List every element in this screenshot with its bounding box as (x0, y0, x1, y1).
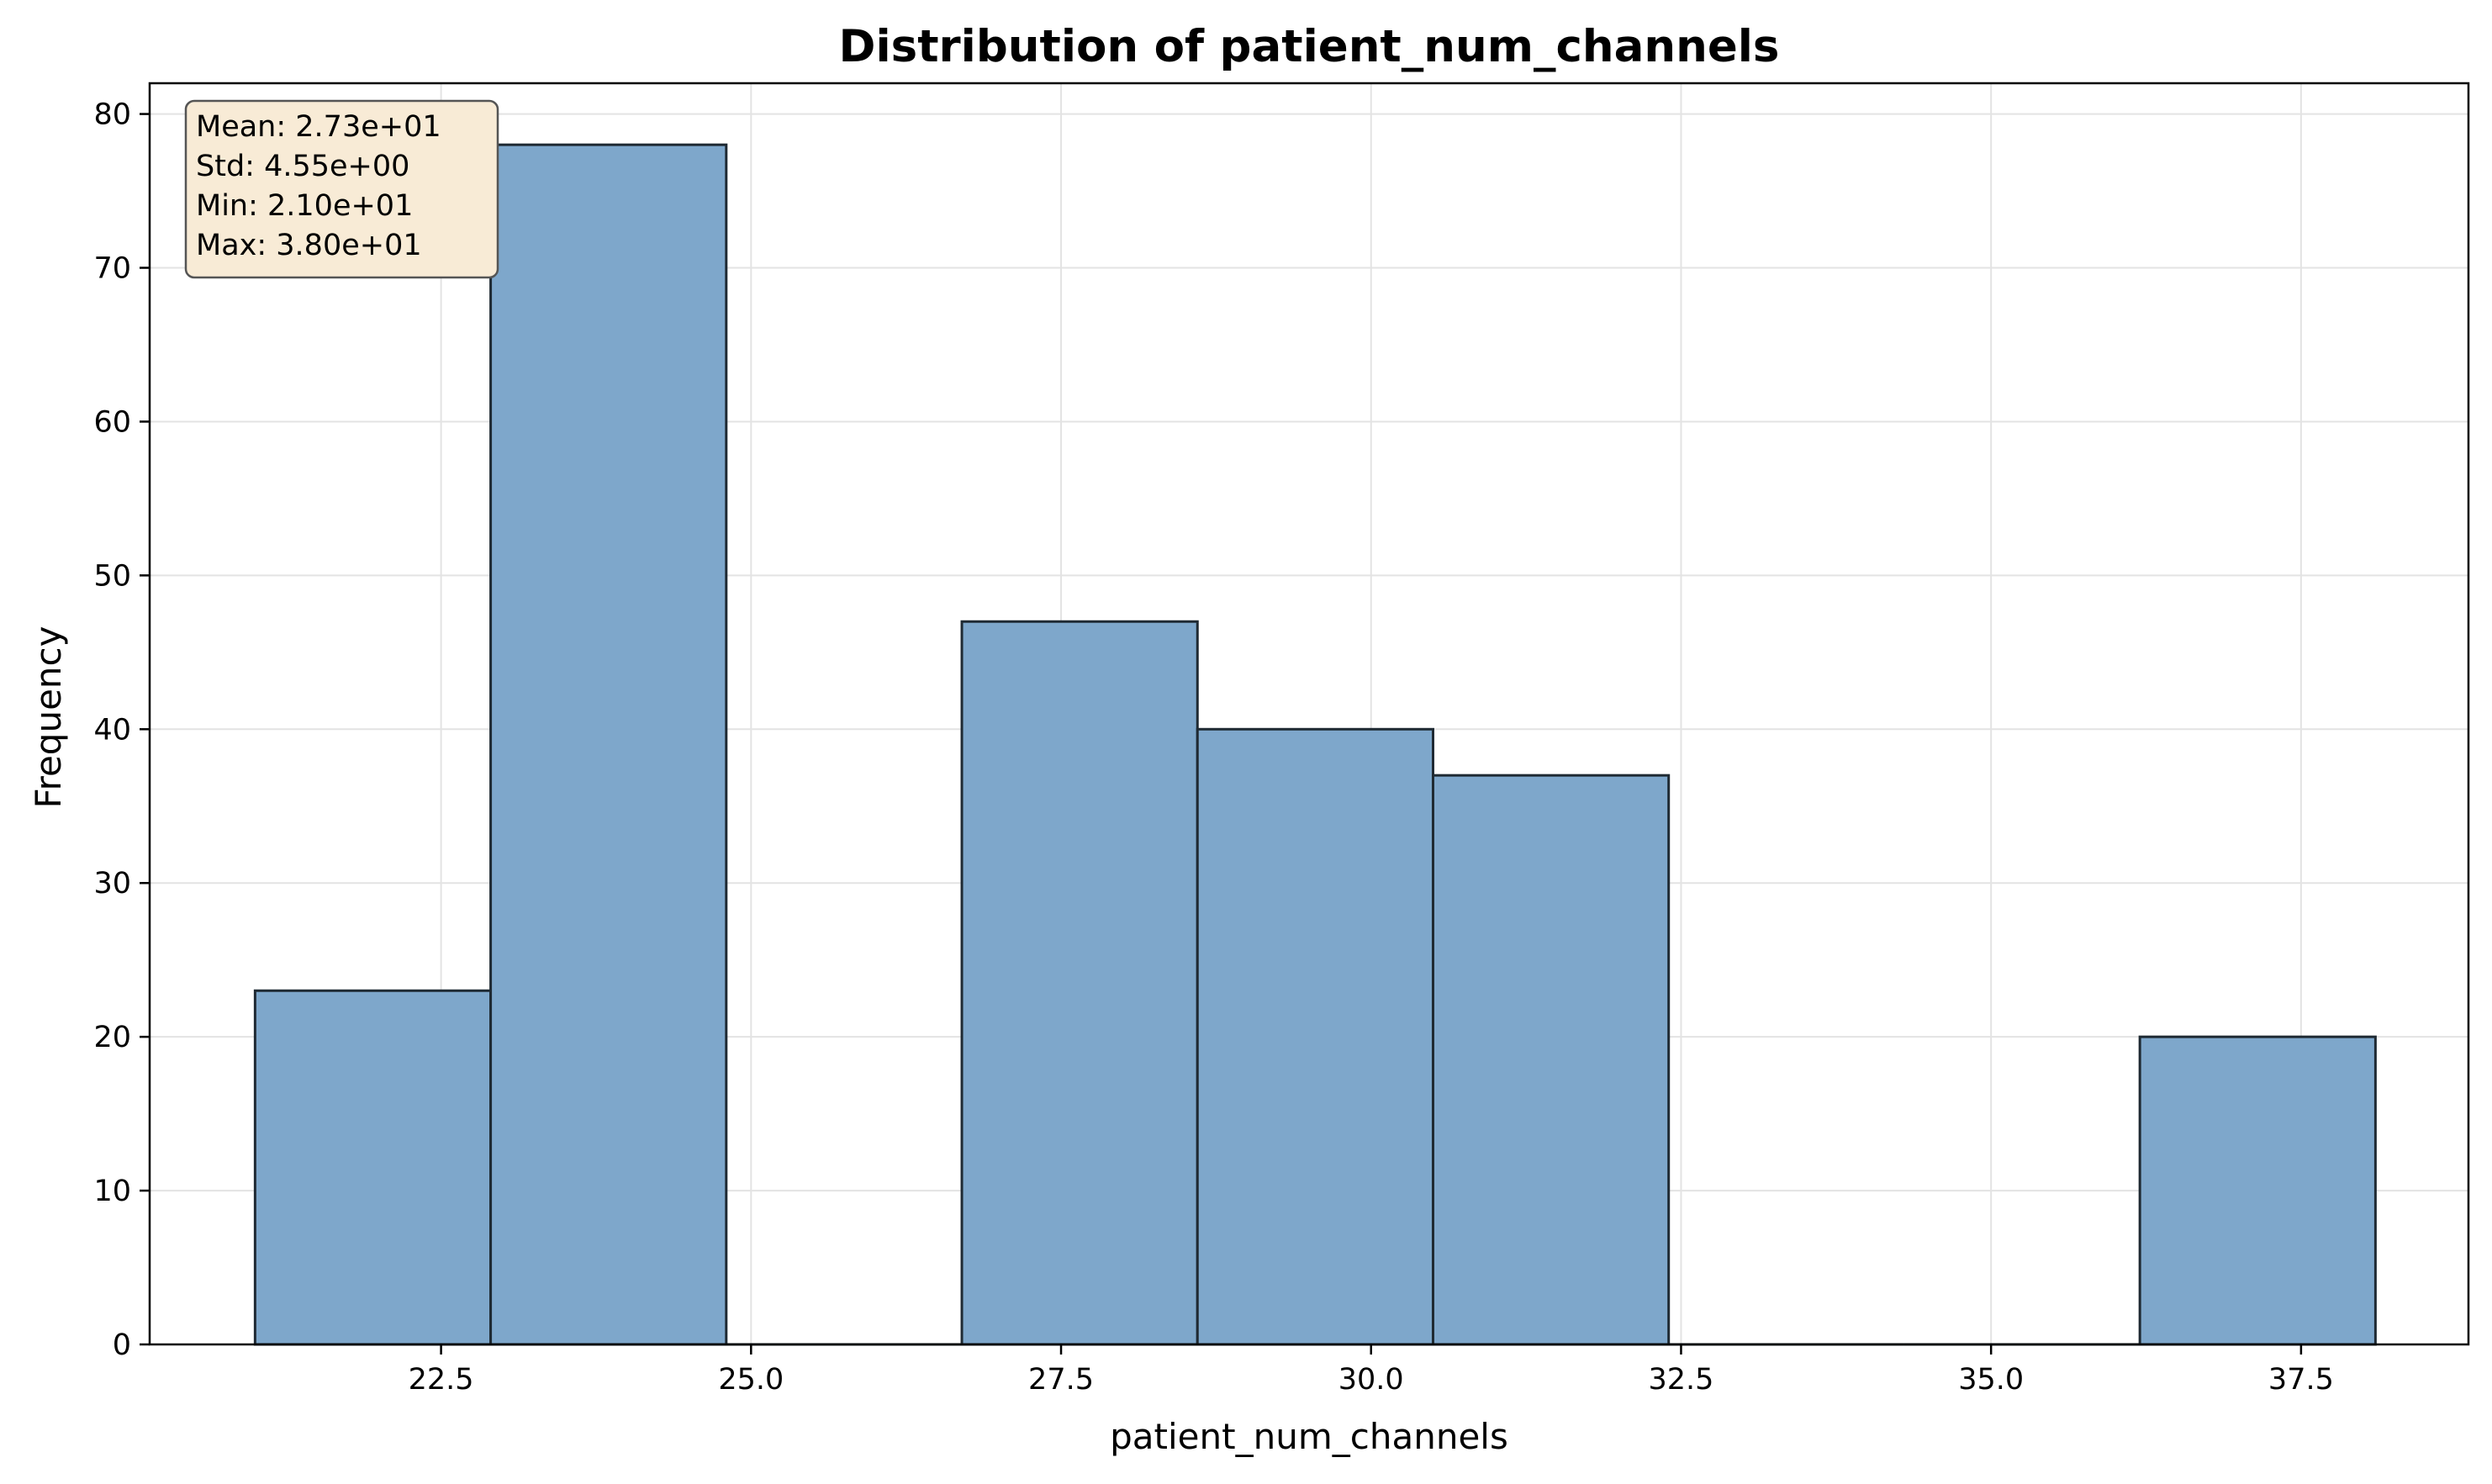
x-tick-label: 35.0 (1958, 1363, 2024, 1397)
x-tick-label: 32.5 (1648, 1363, 1713, 1397)
stats-box-background (184, 99, 499, 279)
histogram-bar (2138, 1035, 2377, 1346)
y-tick-label: 40 (93, 713, 131, 747)
y-tick-label: 60 (93, 405, 131, 439)
x-axis-ticks: 22.5 25.0 27.5 30.0 32.5 35.0 37.5 (409, 1344, 2334, 1397)
y-tick-label: 0 (113, 1328, 131, 1362)
histogram-bar (253, 989, 493, 1346)
y-tick-label: 80 (93, 98, 131, 132)
x-tick-label: 37.5 (2268, 1363, 2334, 1397)
histogram-bar (489, 143, 728, 1346)
stats-std: Std: 4.55e+00 (196, 150, 409, 183)
y-tick-label: 10 (93, 1175, 131, 1208)
x-tick-label: 22.5 (409, 1363, 474, 1397)
x-tick-label: 27.5 (1028, 1363, 1094, 1397)
stats-box: Mean: 2.73e+01 Std: 4.55e+00 Min: 2.10e+… (184, 99, 499, 279)
histogram-bar (1196, 727, 1434, 1346)
y-tick-label: 20 (93, 1021, 131, 1054)
x-axis-label: patient_num_channels (1110, 1416, 1508, 1457)
stats-mean: Mean: 2.73e+01 (196, 110, 441, 144)
plot-frame (148, 82, 2470, 1346)
histogram-bar (1431, 774, 1671, 1346)
stats-min: Min: 2.10e+01 (196, 189, 413, 223)
x-tick-label: 25.0 (718, 1363, 784, 1397)
stats-max: Max: 3.80e+01 (196, 229, 422, 262)
x-tick-label: 30.0 (1338, 1363, 1404, 1397)
y-tick-label: 30 (93, 867, 131, 900)
histogram-bars (253, 143, 2377, 1346)
y-axis-ticks: 0 10 20 30 40 50 60 70 80 (93, 98, 150, 1362)
histogram-bar (960, 620, 1199, 1346)
y-tick-label: 70 (93, 252, 131, 286)
y-axis-label: Frequency (28, 626, 69, 809)
y-tick-label: 50 (93, 559, 131, 593)
chart-title: Distribution of patient_num_channels (839, 21, 1780, 72)
